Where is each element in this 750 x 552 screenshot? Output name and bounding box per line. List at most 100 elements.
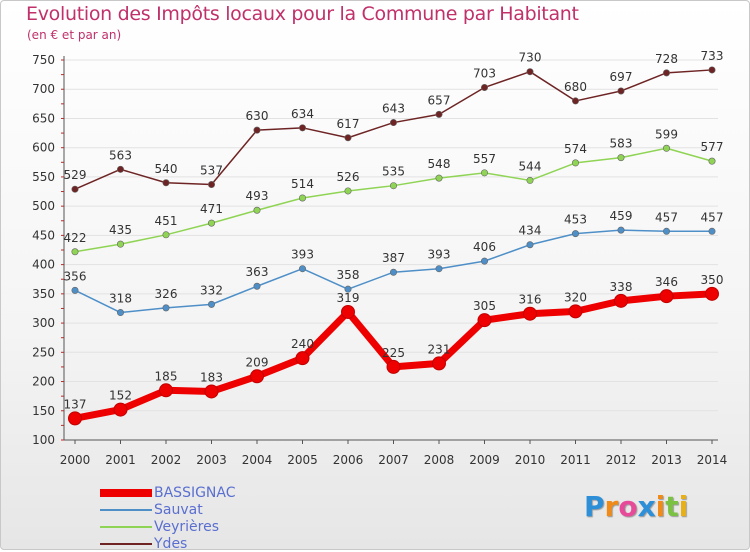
data-point xyxy=(705,286,719,301)
data-point xyxy=(389,182,397,190)
legend-swatch xyxy=(100,488,152,497)
logo-letter: r xyxy=(604,490,619,523)
data-label: 583 xyxy=(610,137,633,151)
y-tick-label: 350 xyxy=(32,287,55,301)
x-tick-label: 2003 xyxy=(196,453,227,467)
x-tick-label: 2007 xyxy=(378,453,409,467)
data-point xyxy=(117,240,125,248)
data-label: 728 xyxy=(655,52,678,66)
data-point xyxy=(162,231,170,239)
data-point xyxy=(571,230,579,238)
data-point xyxy=(568,304,583,319)
data-point xyxy=(159,383,173,398)
data-label: 529 xyxy=(64,168,87,182)
legend-item: BASSIGNAC xyxy=(100,484,236,501)
y-tick-label: 200 xyxy=(32,375,55,389)
data-label: 703 xyxy=(473,66,496,80)
y-tick-label: 700 xyxy=(32,82,55,96)
data-label: 393 xyxy=(428,248,451,262)
y-tick-label: 500 xyxy=(32,199,55,213)
data-label: 577 xyxy=(701,140,724,154)
x-tick-label: 2002 xyxy=(151,453,182,467)
chart-legend: BASSIGNAC Sauvat Veyrières Ydes xyxy=(100,484,236,552)
legend-swatch xyxy=(100,508,152,511)
data-point xyxy=(526,68,534,76)
data-label: 434 xyxy=(519,224,542,238)
data-point xyxy=(386,359,401,374)
data-label: 457 xyxy=(655,210,678,224)
data-label: 537 xyxy=(200,164,223,178)
x-tick-label: 2005 xyxy=(287,453,318,467)
data-label: 493 xyxy=(246,189,269,203)
data-label: 358 xyxy=(337,268,360,282)
data-label: 231 xyxy=(428,342,451,356)
y-tick-label: 100 xyxy=(32,433,55,447)
y-tick-label: 400 xyxy=(32,258,55,272)
data-point xyxy=(117,309,125,317)
data-label: 183 xyxy=(200,370,223,384)
data-point xyxy=(662,69,670,77)
data-label: 574 xyxy=(564,142,587,156)
proxiti-logo: Proxiti xyxy=(584,490,688,523)
data-point xyxy=(480,257,488,265)
data-point xyxy=(208,219,216,227)
legend-item: Ydes xyxy=(100,535,236,552)
data-label: 185 xyxy=(155,369,178,383)
x-tick-label: 2012 xyxy=(606,453,637,467)
y-tick-label: 650 xyxy=(32,111,55,125)
y-tick-label: 450 xyxy=(32,228,55,242)
x-tick-label: 2008 xyxy=(424,453,455,467)
data-point xyxy=(708,227,716,235)
data-label: 137 xyxy=(64,397,87,411)
x-tick-label: 2011 xyxy=(560,453,591,467)
data-point xyxy=(208,181,216,189)
data-label: 316 xyxy=(519,293,542,307)
data-point xyxy=(295,351,310,366)
data-point xyxy=(204,384,219,399)
data-point xyxy=(113,402,128,417)
data-label: 350 xyxy=(701,273,724,287)
data-label: 422 xyxy=(64,231,87,245)
data-point xyxy=(571,159,579,167)
data-label: 457 xyxy=(701,210,724,224)
data-label: 730 xyxy=(519,51,542,65)
logo-letter: i xyxy=(655,490,666,523)
legend-label: Ydes xyxy=(154,535,188,552)
data-point xyxy=(68,411,82,426)
y-tick-label: 750 xyxy=(32,53,55,67)
data-point xyxy=(298,265,306,273)
logo-letter: P xyxy=(584,490,605,523)
y-tick-label: 600 xyxy=(32,141,55,155)
data-label: 319 xyxy=(337,291,360,305)
data-point xyxy=(435,110,443,118)
data-point xyxy=(208,300,216,308)
data-point xyxy=(71,286,79,294)
data-point xyxy=(253,282,261,290)
data-point xyxy=(571,97,579,105)
data-point xyxy=(389,268,397,276)
x-tick-label: 2000 xyxy=(60,453,91,467)
data-point xyxy=(523,306,537,321)
data-label: 332 xyxy=(200,283,223,297)
logo-letter: o xyxy=(618,490,638,523)
data-point xyxy=(662,227,670,235)
x-tick-label: 2010 xyxy=(515,453,546,467)
data-label: 544 xyxy=(519,159,542,173)
data-point xyxy=(341,304,355,319)
data-point xyxy=(662,144,670,152)
logo-letter: t xyxy=(665,490,679,523)
legend-label: BASSIGNAC xyxy=(154,484,236,501)
data-point xyxy=(480,169,488,177)
data-point xyxy=(477,313,492,328)
data-label: 459 xyxy=(610,209,633,223)
data-point xyxy=(344,187,352,195)
data-point xyxy=(617,226,625,234)
data-label: 225 xyxy=(382,346,405,360)
data-label: 548 xyxy=(428,157,451,171)
data-point xyxy=(614,293,628,308)
data-point xyxy=(708,157,716,165)
x-tick-label: 2006 xyxy=(333,453,364,467)
data-label: 451 xyxy=(155,214,178,228)
legend-label: Sauvat xyxy=(154,501,203,518)
